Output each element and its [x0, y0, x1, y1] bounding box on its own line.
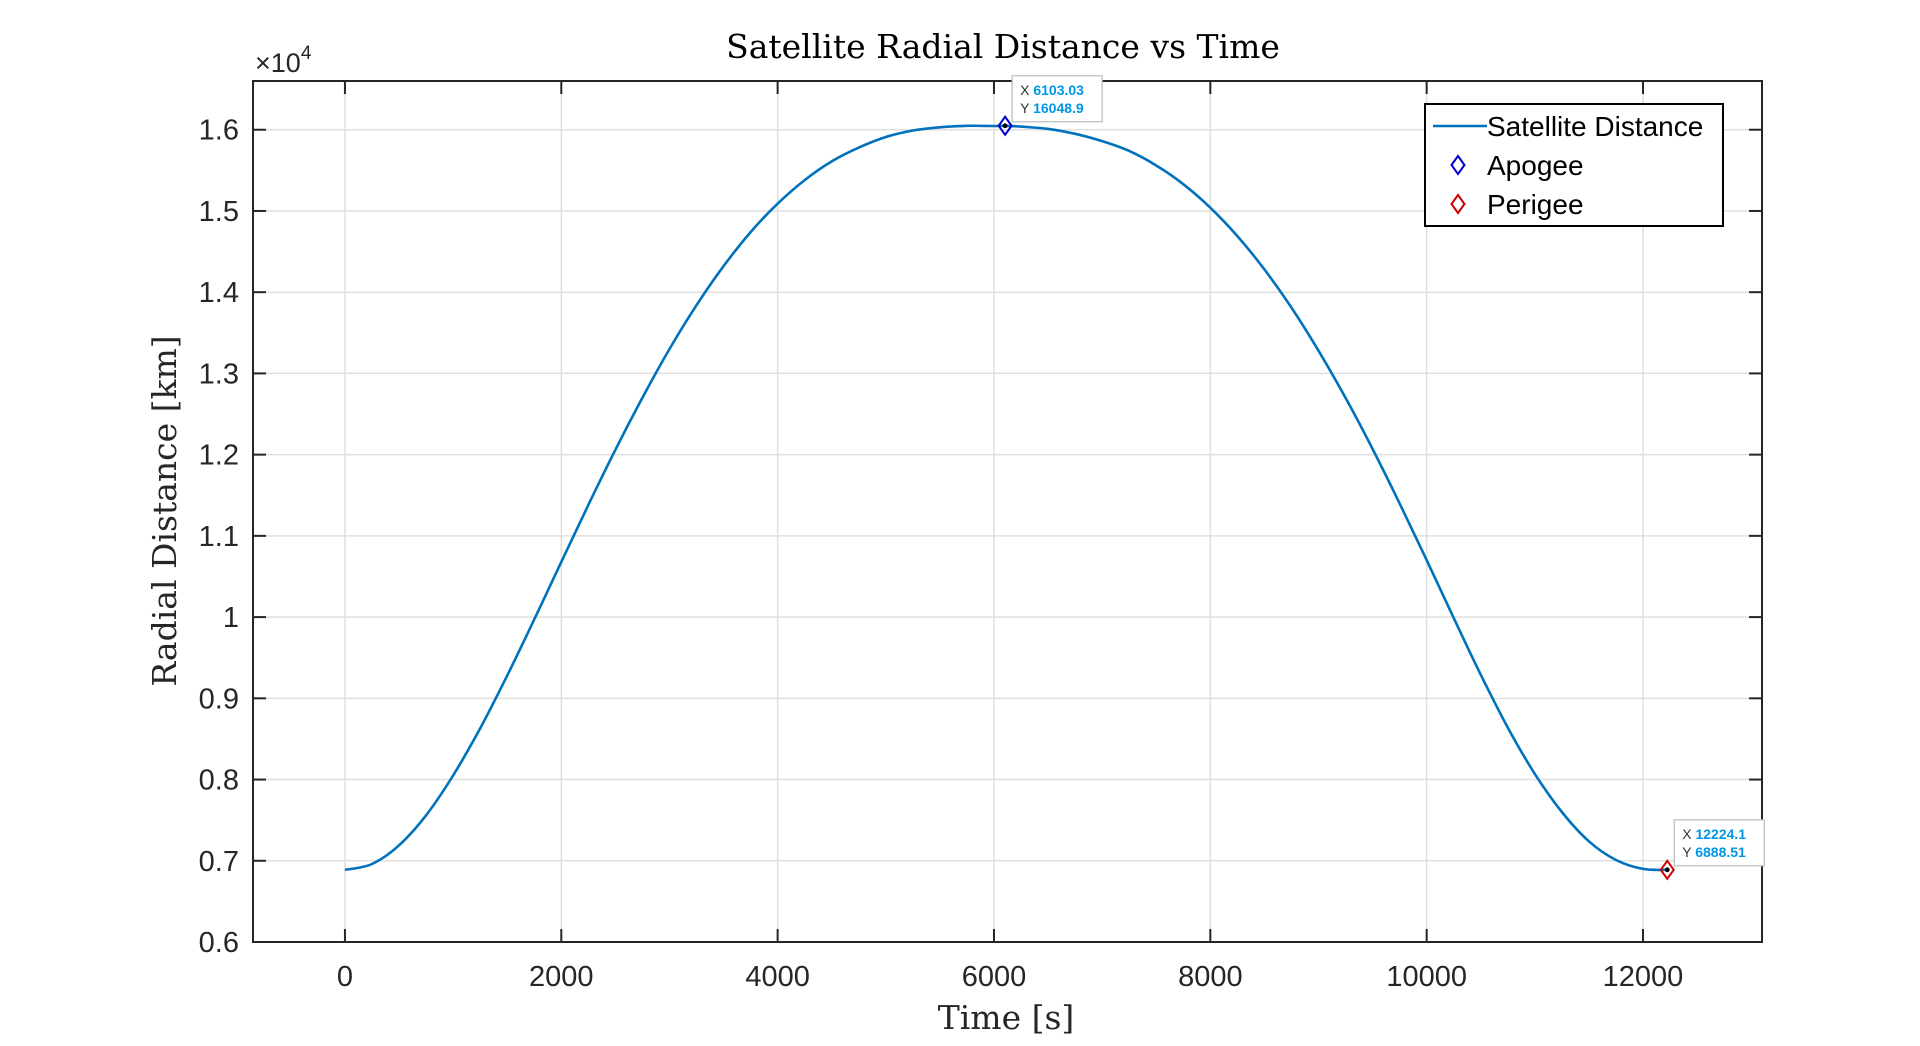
y-tick-label: 0.9 — [199, 683, 239, 715]
y-tick-label: 1.1 — [199, 521, 239, 553]
datatip-y: Y 6888.51 — [1682, 844, 1746, 860]
x-tick-label: 6000 — [962, 961, 1027, 993]
datatip-x: X 6103.03 — [1020, 82, 1084, 98]
y-tick-label: 1.2 — [199, 440, 239, 472]
marker-apogee — [997, 115, 1013, 137]
y-axis-label: Radial Distance [km] — [145, 335, 184, 686]
legend[interactable]: Satellite Distance Apogee Perigee — [1424, 103, 1724, 227]
datatip-perigee[interactable]: X 12224.1 Y 6888.51 — [1673, 819, 1765, 867]
y-tick-label: 1.6 — [199, 115, 239, 147]
chart-title: Satellite Radial Distance vs Time — [726, 27, 1280, 66]
datatip-box — [1011, 75, 1103, 123]
plot-frame — [252, 80, 1763, 943]
legend-entry[interactable]: Apogee — [1487, 150, 1584, 181]
legend-box — [1424, 103, 1724, 227]
legend-marker-apogee — [1450, 154, 1466, 176]
y-tick-label: 0.6 — [199, 927, 239, 959]
datatips[interactable]: X 6103.03 Y 16048.9 X 12224.1 Y 6888.51 — [1011, 75, 1765, 867]
datatip-anchor-apogee — [1002, 123, 1008, 129]
datatip-y: Y 16048.9 — [1020, 100, 1084, 116]
marker-perigee — [1659, 859, 1675, 881]
legend-marker-perigee — [1450, 193, 1466, 215]
x-tick-label: 0 — [337, 961, 353, 993]
y-tick-label: 1.4 — [199, 277, 239, 309]
datatip-anchor-perigee — [1664, 867, 1670, 873]
x-tick-label: 2000 — [529, 961, 594, 993]
y-tick-label: 0.7 — [199, 846, 239, 878]
legend-entry[interactable]: Perigee — [1487, 189, 1584, 220]
y-tick-label: 1.5 — [199, 196, 239, 228]
x-tick-label: 10000 — [1386, 961, 1467, 993]
x-tick-label: 8000 — [1178, 961, 1243, 993]
ticks — [253, 81, 1762, 943]
y-tick-label: 0.8 — [199, 765, 239, 797]
x-tick-label: 4000 — [745, 961, 810, 993]
datatip-apogee[interactable]: X 6103.03 Y 16048.9 — [1011, 75, 1103, 123]
y-tick-label: 1 — [223, 602, 239, 634]
legend-entry[interactable]: Satellite Distance — [1487, 111, 1703, 142]
datatip-x: X 12224.1 — [1682, 826, 1746, 842]
y-tick-label: 1.3 — [199, 358, 239, 390]
x-tick-label: 12000 — [1603, 961, 1684, 993]
markers — [997, 115, 1675, 881]
x-tick-labels: 0 2000 4000 6000 8000 10000 12000 — [337, 961, 1683, 993]
y-tick-labels: 0.6 0.7 0.8 0.9 1 1.1 1.2 1.3 1.4 1.5 1.6 — [199, 115, 239, 959]
x-axis-label: Time [s] — [938, 998, 1075, 1037]
y-exponent: ×104 — [255, 43, 312, 78]
datatip-box — [1673, 819, 1765, 867]
y-exponent-power: 4 — [301, 43, 312, 64]
